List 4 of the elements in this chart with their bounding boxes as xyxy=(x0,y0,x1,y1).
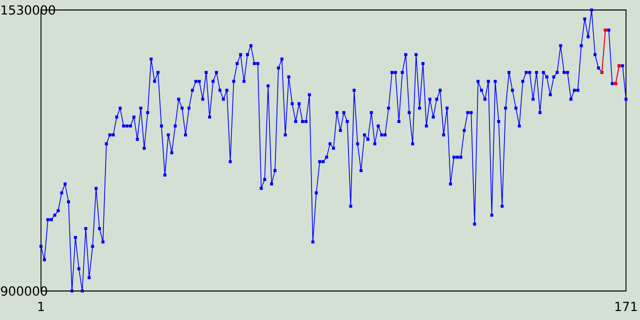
x-tick-label: 1 xyxy=(38,302,44,311)
y-tick-label: 1530000 xyxy=(2,5,56,15)
y-tick-label: 900000 xyxy=(0,286,48,296)
x-tick-label: 171 xyxy=(615,302,637,311)
